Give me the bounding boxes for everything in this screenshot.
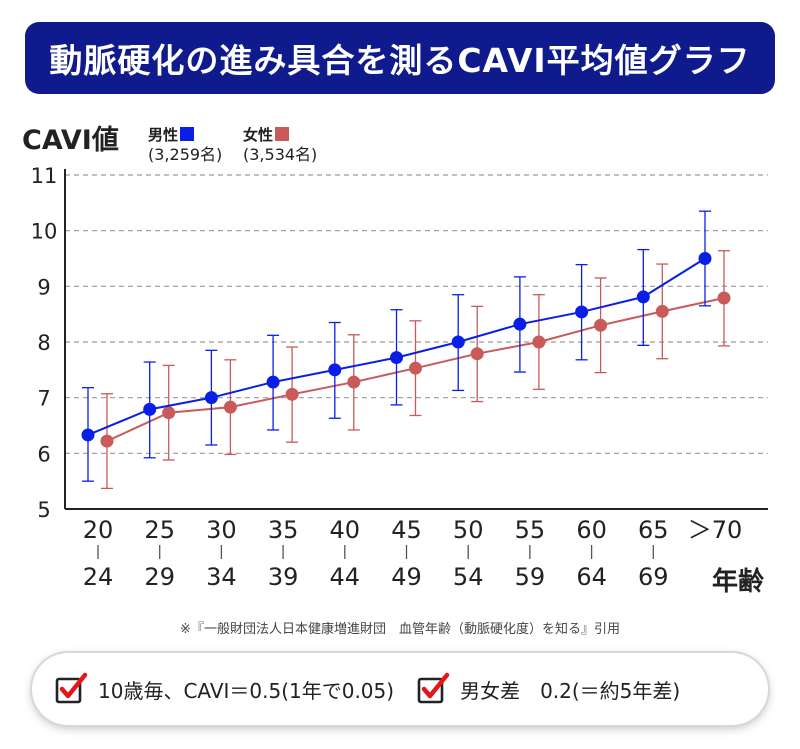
y-tick-label: 9	[37, 275, 50, 299]
legend-male-name: 男性	[148, 126, 179, 144]
data-point-female	[347, 375, 361, 389]
summary-box: 10歳毎、CAVI＝0.5(1年で0.05) 男女差 0.2(＝約5年差)	[32, 653, 768, 725]
data-point-female	[409, 361, 422, 375]
y-axis-label: CAVI値	[22, 125, 119, 156]
data-point-female	[285, 387, 299, 401]
legend-female-name: 女性	[243, 126, 274, 144]
source-note: ※『一般財団法人日本健康増進財団 血管年齢（動脈硬化度）を知る』引用	[180, 622, 620, 637]
y-tick-label: 11	[31, 164, 58, 188]
x-tick-label-bottom: 69	[638, 563, 669, 591]
y-tick-label: 8	[37, 331, 50, 355]
y-tick-label: 10	[31, 220, 58, 244]
data-point-female	[100, 434, 114, 448]
legend-female-swatch	[275, 127, 290, 141]
summary-item-gender: 男女差 0.2(＝約5年差)	[416, 672, 680, 706]
x-tick-label-top: 25	[144, 516, 175, 544]
legend-male-count: (3,259名)	[148, 145, 223, 164]
data-point-female	[532, 335, 546, 349]
x-tick-label-top: 65	[638, 516, 669, 544]
x-tick-label-top: 35	[268, 516, 299, 544]
summary-text-decade: 10歳毎、CAVI＝0.5(1年で0.05)	[98, 678, 395, 703]
legend-male: 男性 (3,259名)	[148, 126, 222, 164]
x-tick-label-bottom: 64	[576, 563, 607, 591]
x-axis-label: 年齢	[712, 567, 765, 597]
x-tick-label-top: 45	[391, 516, 422, 544]
cavi-chart: 5 6 7 8 9 10 11 20 24 25 29 30 34 35 39 40 44 45 49 50 54 55 5…	[31, 164, 768, 591]
x-tick-label-bottom: 44	[330, 563, 361, 591]
x-tick-label-top: 50	[453, 516, 484, 544]
x-tick-label-bottom: 39	[268, 563, 299, 591]
y-tick-label: 6	[37, 442, 50, 466]
chart-title-text: 動脈硬化の進み具合を測るCAVI平均値グラフ	[49, 41, 751, 80]
x-tick-label-top: 60	[576, 516, 607, 544]
data-point-female	[470, 347, 484, 361]
data-point-male	[390, 351, 403, 365]
chart-title: 動脈硬化の進み具合を測るCAVI平均値グラフ	[25, 22, 775, 94]
legend-male-swatch	[180, 127, 195, 141]
data-point-male	[636, 290, 650, 304]
x-tick-label-top: 30	[206, 516, 237, 544]
checkbox-checked-icon	[417, 672, 450, 704]
data-point-female	[717, 291, 731, 305]
data-point-male	[266, 375, 280, 389]
checkbox-checked-icon	[55, 672, 88, 704]
data-point-male	[204, 391, 218, 405]
data-point-male	[575, 305, 589, 319]
x-tick-label-bottom: 34	[206, 563, 237, 591]
summary-item-decade: 10歳毎、CAVI＝0.5(1年で0.05)	[54, 672, 394, 706]
x-tick-label-bottom: 54	[453, 563, 484, 591]
data-point-male	[81, 428, 95, 442]
x-tick-label-top: 55	[515, 516, 546, 544]
legend-female-count: (3,534名)	[243, 145, 318, 164]
data-point-female	[162, 406, 176, 420]
x-tick-label-bottom: 49	[391, 563, 422, 591]
x-tick-label-top: ＞70	[688, 516, 743, 544]
data-point-female	[223, 400, 237, 414]
data-point-male	[698, 252, 712, 265]
data-point-male	[328, 363, 342, 377]
x-tick-label-bottom: 29	[144, 563, 175, 591]
data-point-male	[143, 402, 157, 416]
summary-text-gender: 男女差 0.2(＝約5年差)	[460, 678, 681, 703]
data-point-male	[513, 317, 527, 331]
x-tick-label-bottom: 24	[83, 563, 114, 591]
x-tick-label-top: 20	[83, 516, 114, 544]
legend-female: 女性 (3,534名)	[243, 126, 317, 164]
data-point-female	[594, 318, 608, 332]
y-tick-label: 7	[37, 387, 50, 411]
data-point-female	[655, 304, 669, 318]
x-tick-label-top: 40	[330, 516, 361, 544]
data-point-male	[451, 335, 465, 349]
x-tick-label-bottom: 59	[515, 563, 546, 591]
y-tick-label: 5	[37, 498, 50, 522]
